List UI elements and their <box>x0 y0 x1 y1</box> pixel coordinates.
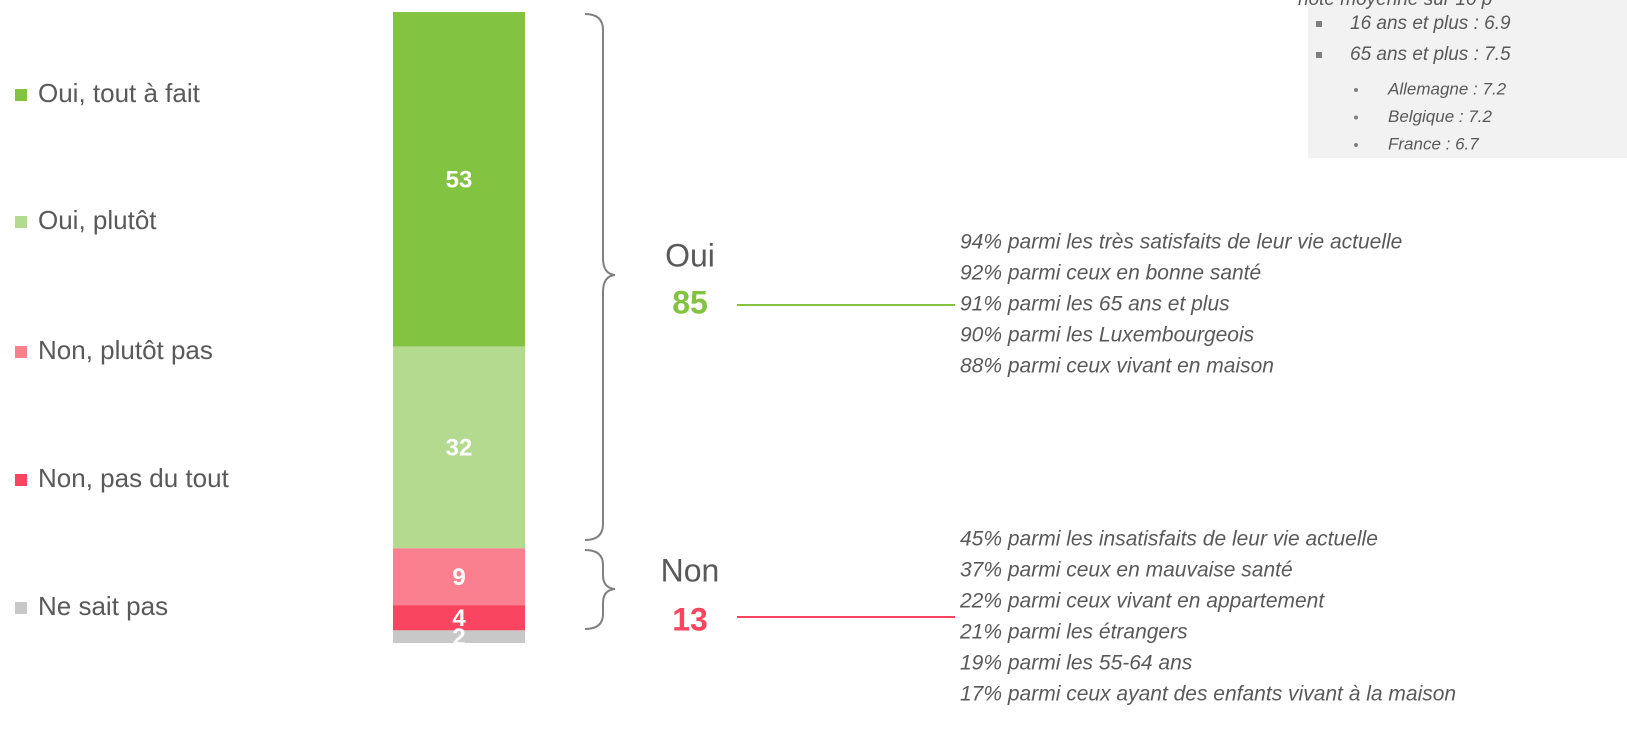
bullet <box>1354 115 1358 120</box>
note: 37% parmi ceux en mauvaise santé <box>960 559 1293 582</box>
bar-segment <box>393 605 525 631</box>
legend-label: Oui, tout à fait <box>38 78 201 108</box>
inset-subitem: Belgique : 7.2 <box>1388 107 1493 126</box>
brace-non <box>584 549 616 630</box>
bullet <box>1354 88 1358 92</box>
note: 94% parmi les très satisfaits de leur vi… <box>960 231 1402 254</box>
inset-item: 16 ans et plus : 6.9 <box>1350 13 1511 34</box>
note: 88% parmi ceux vivant en maison <box>960 355 1274 378</box>
value-label: 9 <box>452 564 465 591</box>
legend-swatch <box>15 89 27 101</box>
inset-subitem: France : 6.7 <box>1388 134 1479 153</box>
bar-segment <box>393 548 525 606</box>
legend-swatch <box>15 474 27 486</box>
group-label: Non <box>661 552 720 588</box>
inset-box <box>1308 0 1627 158</box>
note: 92% parmi ceux en bonne santé <box>960 262 1261 285</box>
bullet <box>1316 52 1322 58</box>
bullet <box>1354 143 1358 147</box>
legend-label: Non, pas du tout <box>38 463 230 493</box>
legend-label: Ne sait pas <box>38 591 168 621</box>
note: 21% parmi les étrangers <box>959 621 1188 644</box>
note: 22% parmi ceux vivant en appartement <box>959 590 1325 613</box>
legend-swatch <box>15 602 27 614</box>
bar-segment <box>393 346 525 549</box>
bullet <box>1316 21 1322 27</box>
group-value: 13 <box>672 601 708 637</box>
group-value: 85 <box>672 284 708 320</box>
legend-swatch <box>15 216 27 228</box>
value-label: 53 <box>446 167 473 194</box>
group-label: Oui <box>665 237 715 273</box>
inset-title: note moyenne sur 10 p <box>1298 0 1492 10</box>
brace-oui <box>584 13 616 541</box>
note: 45% parmi les insatisfaits de leur vie a… <box>960 528 1378 551</box>
legend-swatch <box>15 346 27 358</box>
legend-label: Oui, plutôt <box>38 205 157 235</box>
legend-label: Non, plutôt pas <box>38 335 213 365</box>
bar-segment <box>393 630 525 643</box>
note: 90% parmi les Luxembourgeois <box>960 324 1255 347</box>
value-label: 2 <box>452 624 465 651</box>
note: 17% parmi ceux ayant des enfants vivant … <box>960 683 1456 706</box>
value-label: 4 <box>452 605 466 632</box>
value-label: 32 <box>446 435 473 462</box>
note: 91% parmi les 65 ans et plus <box>960 293 1230 316</box>
note: 19% parmi les 55-64 ans <box>960 652 1193 675</box>
inset-item: 65 ans et plus : 7.5 <box>1350 44 1511 65</box>
inset-subitem: Allemagne : 7.2 <box>1387 79 1507 98</box>
bar-segment <box>393 12 525 347</box>
